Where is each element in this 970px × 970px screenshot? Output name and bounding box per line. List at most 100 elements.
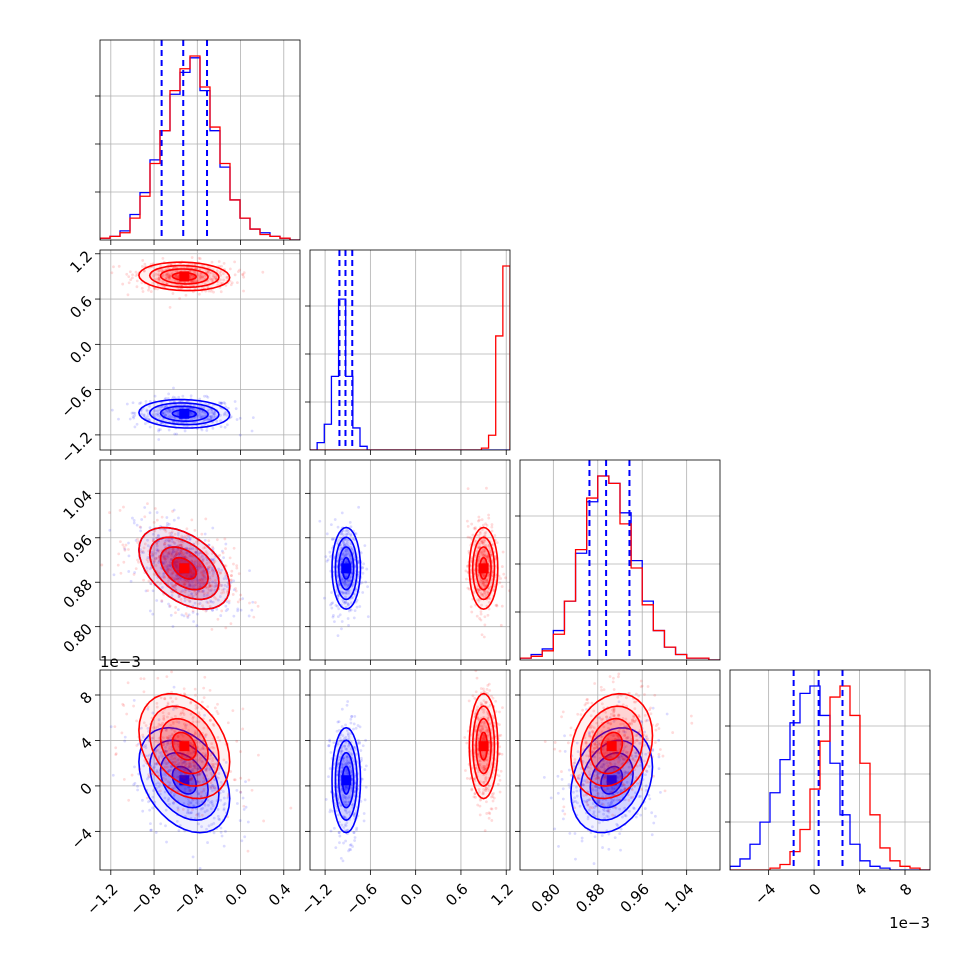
scatter-point [479, 729, 483, 733]
scatter-point [122, 704, 126, 707]
scatter-point [491, 741, 495, 745]
scatter-point [220, 591, 223, 595]
scatter-point [156, 413, 160, 417]
scatter-point [142, 414, 146, 418]
scatter-point [337, 539, 341, 542]
scatter-point [199, 807, 203, 811]
scatter-point [364, 785, 368, 789]
scatter-point [343, 549, 347, 553]
scatter-point [176, 758, 179, 762]
scatter-point [346, 700, 350, 703]
scatter-point [333, 518, 337, 521]
scatter-point [353, 787, 357, 790]
scatter-point [347, 735, 351, 739]
scatter-point [167, 275, 171, 279]
scatter-point [483, 554, 487, 558]
scatter-point [196, 589, 200, 593]
scatter-point [486, 718, 490, 721]
scatter-point [205, 593, 209, 597]
scatter-point [498, 745, 502, 749]
scatter-point [466, 487, 470, 491]
scatter-point [155, 705, 159, 709]
scatter-point [171, 571, 175, 574]
scatter-point [200, 759, 204, 763]
scatter-point [151, 789, 155, 793]
scatter-point [345, 584, 348, 588]
scatter-point [165, 762, 169, 765]
scatter-point [188, 583, 192, 587]
scatter-point [191, 279, 195, 283]
scatter-point [342, 581, 346, 585]
scatter-point [339, 536, 342, 540]
scatter-point [482, 635, 486, 639]
scatter-point [170, 572, 174, 576]
scatter-point [181, 708, 185, 712]
scatter-point [481, 725, 484, 729]
scatter-point [226, 275, 229, 279]
scatter-point [213, 579, 217, 582]
scatter-point [226, 796, 230, 800]
scatter-point [339, 856, 343, 860]
scatter-point [198, 748, 202, 752]
scatter-point [239, 593, 243, 597]
scatter-point [174, 266, 178, 270]
scatter-point [183, 692, 186, 696]
scatter-point [358, 605, 362, 608]
scatter-point [499, 577, 503, 580]
scatter-point [219, 571, 223, 575]
scatter-point [112, 265, 115, 269]
scatter-point [479, 550, 483, 554]
scatter-point [169, 734, 173, 738]
scatter-point [211, 600, 215, 604]
scatter-point [194, 740, 198, 744]
scatter-point [159, 581, 162, 585]
scatter-point [485, 579, 489, 583]
scatter-point [182, 802, 186, 805]
scatter-point [162, 757, 166, 761]
scatter-point [343, 815, 347, 819]
scatter-point [166, 543, 170, 547]
scatter-point [168, 736, 172, 740]
scatter-point [174, 563, 178, 567]
scatter-point [567, 768, 571, 772]
scatter-point [166, 752, 170, 756]
scatter-point [188, 761, 191, 764]
scatter-point [196, 567, 200, 571]
scatter-point [216, 807, 220, 811]
scatter-point [335, 729, 339, 733]
scatter-point [187, 764, 191, 768]
scatter-point [176, 790, 180, 794]
scatter-point [483, 584, 487, 588]
scatter-point [154, 831, 158, 834]
scatter-point [177, 595, 181, 599]
scatter-point [128, 417, 132, 421]
scatter-point [490, 525, 494, 529]
scatter-point [345, 821, 349, 825]
scatter-point [194, 561, 197, 565]
scatter-point [651, 749, 655, 752]
scatter-point [352, 814, 356, 817]
scatter-point [327, 744, 330, 748]
scatter-point [482, 699, 486, 703]
scatter-point [235, 566, 239, 570]
scatter-point [208, 604, 212, 608]
scatter-point [204, 752, 208, 756]
scatter-point [346, 579, 350, 583]
scatter-point [196, 779, 200, 783]
scatter-point [202, 726, 206, 730]
scatter-point [202, 264, 206, 268]
scatter-point [482, 723, 486, 726]
scatter-point [342, 815, 346, 819]
scatter-point [486, 712, 490, 716]
scatter-point [166, 563, 170, 567]
scatter-point [217, 772, 221, 775]
scatter-point [132, 572, 136, 576]
contour-3-0-0-2 [159, 751, 209, 809]
scatter-point [344, 809, 348, 813]
scatter-point [198, 589, 202, 593]
scatter-point [345, 729, 349, 732]
scatter-point [472, 590, 476, 594]
contour-2-1-1-1 [471, 536, 496, 601]
scatter-point [165, 749, 169, 753]
scatter-point [334, 603, 338, 607]
